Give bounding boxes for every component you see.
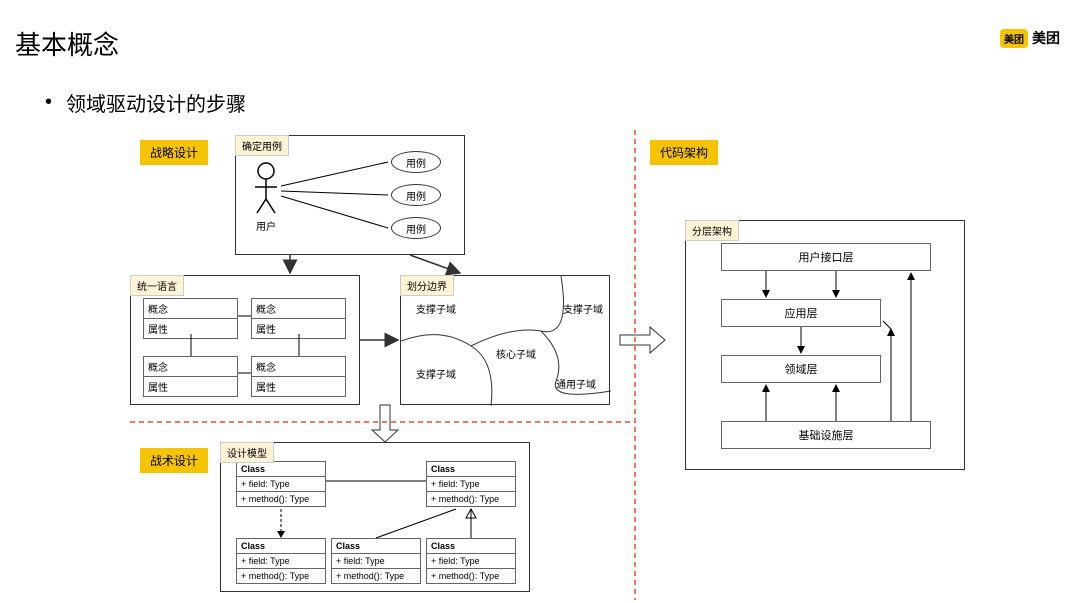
bullet: 领域驱动设计的步骤 xyxy=(45,88,246,117)
boundary-box: 划分边界 支撑子域 支撑子域 支撑子域 核心子域 通用子域 xyxy=(400,275,610,405)
usecase-box: 确定用例 用户 用例 用例 用例 xyxy=(235,135,465,255)
tag-strategy: 战略设计 xyxy=(140,140,208,165)
tag-tactics: 战术设计 xyxy=(140,448,208,473)
diagram-area: 战略设计 战术设计 代码架构 确定用例 用户 用例 用例 用例 统一语言 概念 … xyxy=(130,130,1050,600)
domain-support-3: 支撑子域 xyxy=(416,366,456,381)
domain-generic: 通用子域 xyxy=(556,376,596,391)
domain-support-2: 支撑子域 xyxy=(563,301,603,316)
page-title: 基本概念 xyxy=(15,25,119,62)
label-layers: 分层架构 xyxy=(685,220,739,241)
logo-icon: 美团 xyxy=(1000,29,1028,48)
layers-box: 分层架构 用户接口层 应用层 领域层 基础设施层 xyxy=(685,220,965,470)
domain-core: 核心子域 xyxy=(496,346,536,361)
tag-code: 代码架构 xyxy=(650,140,718,165)
model-box: 设计模型 Class + field: Type + method(): Typ… xyxy=(220,442,530,592)
domain-support-1: 支撑子域 xyxy=(416,301,456,316)
bullet-text: 领域驱动设计的步骤 xyxy=(66,88,246,117)
label-model: 设计模型 xyxy=(220,442,274,463)
label-boundary: 划分边界 xyxy=(400,275,454,296)
label-lang: 统一语言 xyxy=(130,275,184,296)
class-lines xyxy=(221,443,531,593)
logo: 美团 美团 xyxy=(1000,28,1060,48)
logo-text: 美团 xyxy=(1032,28,1060,48)
label-usecase: 确定用例 xyxy=(235,135,289,156)
lang-box: 统一语言 概念 属性 概念 属性 概念 属性 概念 属性 xyxy=(130,275,360,405)
layer-arrows xyxy=(686,221,966,471)
